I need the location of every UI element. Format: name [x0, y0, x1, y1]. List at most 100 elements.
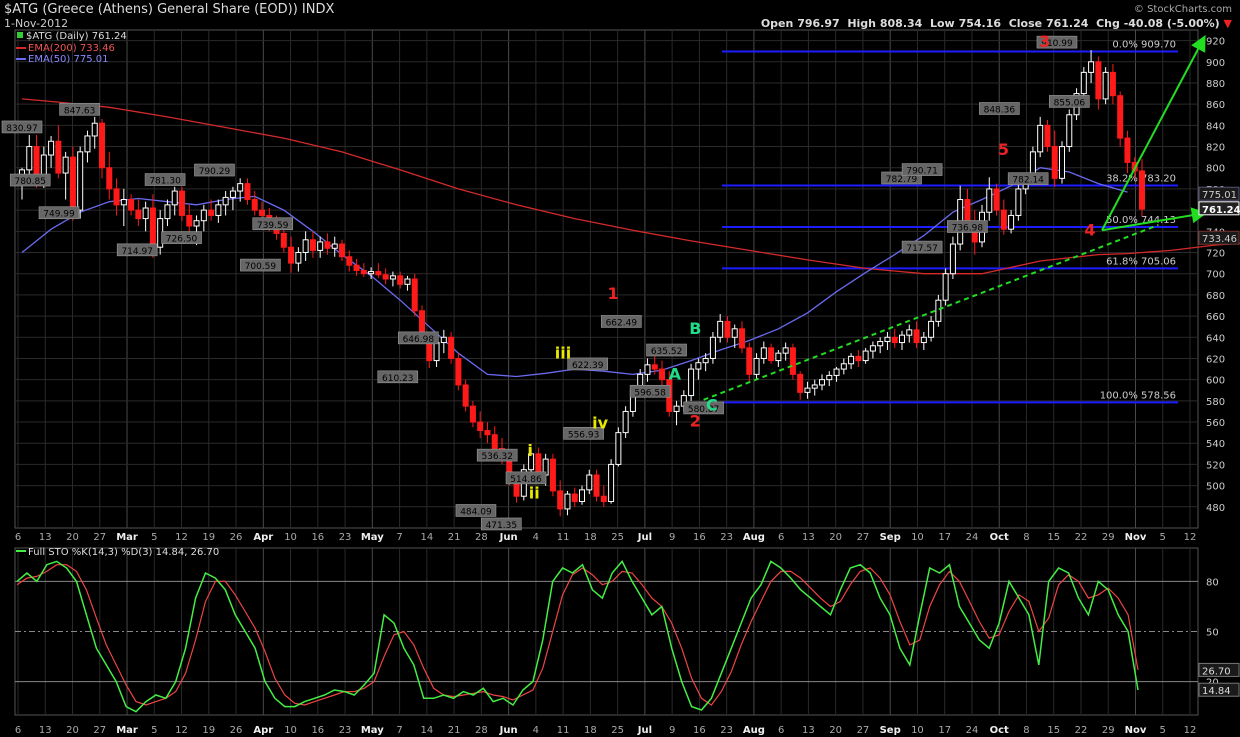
wave-label: iv [592, 413, 608, 432]
candle-body [753, 357, 760, 375]
candle-body [579, 489, 585, 503]
candle-body [222, 196, 229, 206]
candle-body [1059, 146, 1065, 179]
candle-body [331, 243, 338, 249]
legend-main: $ATG (Daily) 761.24 [26, 31, 127, 42]
price-panel-frame [14, 29, 1199, 529]
pivot-label: 790.71 [906, 167, 938, 177]
wave-label: 1 [608, 284, 619, 303]
candle-body [855, 355, 862, 362]
candle-body [179, 190, 185, 216]
candle-body [1139, 170, 1145, 210]
candle-body [455, 357, 462, 386]
candle-body [317, 241, 324, 251]
sto-x-tick-label: 28 [475, 725, 488, 736]
fib-label: 61.8% 705.06 [1106, 256, 1176, 267]
sto-x-tick-label: 8 [1023, 725, 1029, 736]
x-tick-label: 21 [448, 532, 461, 543]
y-tick-label: 580 [1206, 397, 1225, 408]
candle-body [229, 190, 236, 198]
wave-label: 4 [1084, 221, 1095, 240]
candle-body [622, 410, 629, 434]
chart-title: $ATG (Greece (Athens) General Share (EOD… [4, 2, 334, 17]
candle-body [1088, 61, 1095, 73]
x-tick-label: 19 [202, 532, 215, 543]
pivot-label-box [476, 448, 518, 462]
fib-label: 0.0% 909.70 [1112, 40, 1176, 51]
pivot-label-box [563, 426, 604, 440]
wave-label: 3 [1039, 32, 1050, 51]
y-tick-label: 860 [1206, 100, 1225, 111]
candle-body [346, 256, 353, 266]
wave-label: A [669, 365, 682, 384]
candle-body [695, 362, 702, 370]
sto-d-line [16, 564, 1139, 706]
candle-body [811, 384, 818, 389]
candle-body [964, 199, 971, 224]
x-tick-label: Aug [743, 532, 765, 543]
candle-body [760, 347, 767, 359]
candle-body [920, 336, 927, 344]
candle-body [200, 209, 207, 222]
pivot-label-box [901, 163, 943, 176]
down-arrow-icon: ▼ [1223, 17, 1232, 30]
sto-x-tick-label: May [361, 725, 384, 736]
pivot-label: 635.52 [651, 347, 683, 357]
x-tick-label: 12 [175, 532, 188, 543]
sto-tag: 26.70 [1202, 666, 1231, 677]
symbol-name: (Greece (Athens) General Share (EOD)) [42, 2, 298, 17]
pivot-label: 662.49 [606, 318, 638, 328]
pivot-label: 556.93 [568, 430, 600, 440]
candle-body [149, 207, 156, 248]
sto-x-tick-label: 9 [669, 725, 675, 736]
wave-label: 2 [690, 411, 701, 430]
candle-body [302, 239, 309, 254]
sto-x-tick-label: 23 [720, 725, 733, 736]
candle-body [1095, 61, 1102, 100]
candle-body [484, 430, 491, 436]
candle-body [288, 246, 295, 264]
pivot-label: 749.99 [43, 210, 75, 220]
candle-body [1051, 146, 1058, 179]
pivot-label: 726.50 [166, 235, 198, 245]
pivot-label-box [481, 517, 522, 531]
candle-body [804, 387, 811, 393]
candle-body [48, 140, 55, 156]
candle-body [120, 199, 127, 206]
candle-body [477, 421, 484, 432]
x-tick-label: 5 [1160, 532, 1166, 543]
price-tag: 733.46 [1202, 234, 1237, 245]
wave-label: B [689, 319, 701, 338]
x-tick-label: 10 [911, 532, 924, 543]
candle-body [469, 405, 476, 423]
exchange: INDX [301, 2, 335, 17]
candle-body [724, 320, 731, 338]
ohlc-readout: Open 796.97 High 808.34 Low 754.16 Close… [760, 17, 1232, 30]
candle-body [99, 122, 105, 169]
candle-body [404, 278, 411, 285]
candle-body [826, 374, 833, 381]
pivot-label: 717.57 [906, 244, 938, 254]
candle-body [869, 345, 876, 352]
sto-x-tick-label: 12 [175, 725, 188, 736]
x-tick-label: 8 [1023, 532, 1029, 543]
candle-body [906, 329, 913, 336]
candle-body [789, 347, 796, 375]
sto-tag: 14.84 [1202, 686, 1231, 697]
x-tick-label: 26 [230, 532, 243, 543]
trendline [703, 34, 1208, 401]
pivot-label: 782.14 [1012, 176, 1044, 186]
x-tick-label: Jun [499, 532, 518, 543]
candle-body [280, 232, 287, 248]
sto-x-tick-label: 7 [396, 725, 402, 736]
sto-x-tick-label: 10 [284, 725, 297, 736]
pivot-label-box [144, 173, 186, 186]
y-tick-label: 620 [1206, 354, 1225, 365]
candle-body [615, 432, 622, 465]
candle-body [382, 274, 389, 280]
candle-body [360, 270, 367, 275]
x-tick-label: 13 [802, 532, 815, 543]
sto-x-tick-label: 5 [1160, 725, 1166, 736]
sto-x-tick-label: Jun [499, 725, 518, 736]
candle-body [1008, 214, 1015, 230]
